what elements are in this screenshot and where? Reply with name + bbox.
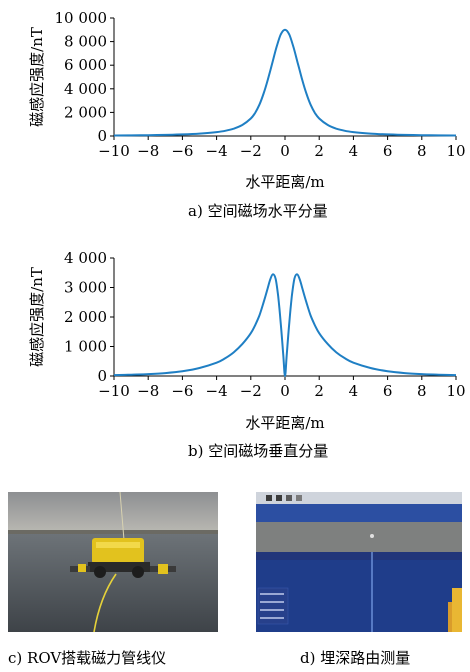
- x-tick-label: 6: [383, 382, 393, 400]
- screen-toolbar: [256, 492, 462, 504]
- route-screenshot-caption: d) 埋深路由测量: [300, 649, 411, 667]
- screen-header-strip: [256, 504, 462, 522]
- y-tick-label: 1 000: [64, 338, 107, 356]
- x-tick-label: 6: [383, 142, 393, 160]
- y-tick-label: 4 000: [64, 80, 107, 98]
- y-tick-label: 0: [97, 127, 107, 145]
- x-tick-label: 2: [314, 382, 324, 400]
- y-axis-label: 磁感应强度/nT: [28, 267, 46, 367]
- y-tick-label: 0: [97, 367, 107, 385]
- x-tick-label: 0: [280, 382, 290, 400]
- y-tick-label: 2 000: [64, 308, 107, 326]
- y-tick-label: 3 000: [64, 279, 107, 297]
- y-tick-label: 8 000: [64, 33, 107, 51]
- y-axis-label: 磁感应强度/nT: [28, 27, 46, 127]
- x-tick-label: 4: [349, 382, 359, 400]
- screen-gray-band: [256, 522, 462, 552]
- yellow-cable: [93, 573, 117, 632]
- x-tick-label: −2: [240, 142, 262, 160]
- route-screenshot: [256, 492, 462, 632]
- x-tick-label: 8: [417, 382, 427, 400]
- y-tick-label: 4 000: [64, 249, 107, 267]
- x-tick-label: −8: [137, 382, 159, 400]
- x-tick-label: −8: [137, 142, 159, 160]
- rov-photo-caption: c) ROV搭载磁力管线仪: [8, 649, 167, 667]
- x-tick-label: 8: [417, 142, 427, 160]
- x-tick-label: 2: [314, 142, 324, 160]
- chart-horizontal-component: −10 −8 −6 −4 −2 0 2 4 6 8 10 0 2 000 4 000 6 000 8 000 1…: [28, 9, 466, 191]
- x-tick-label: −10: [98, 142, 130, 160]
- shoreline: [8, 530, 218, 534]
- rov-photo: [8, 492, 218, 632]
- x-axis-label: 水平距离/m: [245, 173, 324, 191]
- tether-cable: [119, 492, 125, 541]
- y-tick-label: 10 000: [55, 9, 108, 27]
- x-tick-label: 10: [446, 142, 465, 160]
- depth-bars: [452, 588, 462, 632]
- chart-a-caption: a) 空间磁场水平分量: [188, 202, 328, 220]
- x-tick-label: −4: [206, 142, 228, 160]
- x-tick-label: 10: [446, 382, 465, 400]
- horizontal-component-line: [113, 28, 457, 137]
- x-tick-label: 4: [349, 142, 359, 160]
- x-tick-label: −2: [240, 382, 262, 400]
- x-tick-label: −6: [171, 382, 193, 400]
- x-tick-label: −4: [206, 382, 228, 400]
- vertical-component-line: [113, 273, 457, 378]
- y-tick-label: 6 000: [64, 56, 107, 74]
- rov-vehicle: [70, 538, 176, 578]
- chart-b-caption: b) 空间磁场垂直分量: [188, 442, 329, 460]
- x-tick-label: −6: [171, 142, 193, 160]
- y-tick-label: 2 000: [64, 103, 107, 121]
- x-tick-label: 0: [280, 142, 290, 160]
- x-axis-label: 水平距离/m: [245, 414, 324, 432]
- sky: [8, 492, 218, 532]
- x-tick-label: −10: [98, 382, 130, 400]
